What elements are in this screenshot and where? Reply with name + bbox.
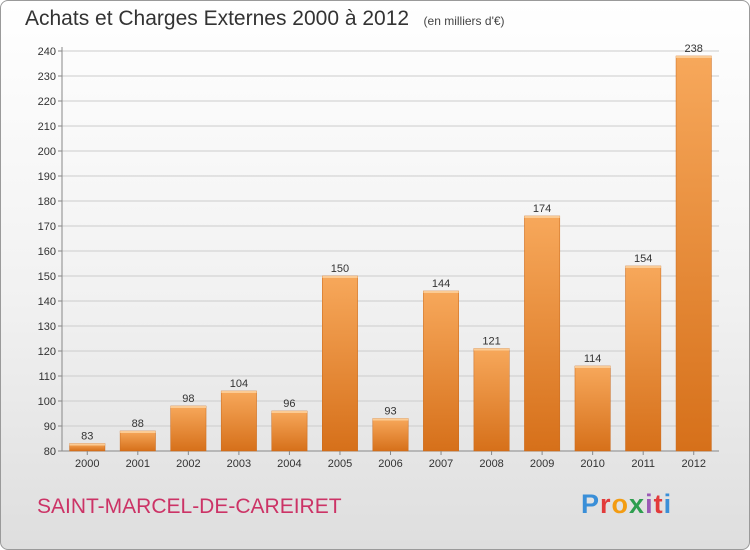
x-tick-label: 2003 [227,458,251,470]
bar [372,418,409,452]
bar-highlight [574,366,611,368]
bar-highlight [676,56,712,58]
bar [220,390,257,452]
x-tick-label: 2007 [429,458,453,470]
bar [473,348,510,452]
y-tick-label: 120 [38,346,56,358]
y-tick-label: 180 [38,196,56,208]
brand-letter: i [663,489,673,519]
x-tick-label: 2011 [631,458,655,470]
bar-value-label: 98 [182,393,194,405]
bar [625,265,662,452]
y-tick-label: 90 [44,421,56,433]
x-tick-label: 2004 [277,458,301,470]
bar-value-label: 174 [533,203,551,215]
x-tick-label: 2010 [580,458,604,470]
bar-value-label: 238 [685,43,703,55]
bar-highlight [524,216,560,218]
bar-highlight [170,406,207,408]
bar [119,430,156,452]
brand-letter: t [653,489,664,519]
bar-value-label: 114 [584,353,602,365]
bar [322,275,358,452]
bar-highlight [625,266,661,268]
x-tick-label: 2005 [328,458,352,470]
y-tick-label: 130 [38,321,56,333]
y-tick-label: 170 [38,221,56,233]
brand-letter: i [645,489,654,519]
x-tick-label: 2009 [530,458,554,470]
bar [675,55,712,452]
bar [271,410,308,452]
brand-logo: Proxiti [581,489,672,520]
city-name: SAINT-MARCEL-DE-CAREIRET [37,495,342,518]
bar-value-label: 83 [81,431,93,443]
brand-letter: o [611,489,630,519]
x-tick-label: 2008 [479,458,503,470]
chart-subtitle: (en milliers d'€) [423,14,505,28]
bar-highlight [372,418,409,421]
bar-highlight [271,411,308,413]
bar [170,405,207,452]
y-tick-label: 220 [38,96,56,108]
bar-highlight [322,276,358,278]
x-tick-label: 2006 [378,458,402,470]
bar-value-label: 88 [132,418,144,430]
y-tick-label: 230 [38,71,56,83]
bar [423,290,459,452]
bar [524,215,561,452]
bar-highlight [473,348,510,351]
y-tick-label: 150 [38,271,56,283]
bar-value-label: 144 [432,278,450,290]
brand-letter: P [581,489,601,519]
bar [574,365,611,452]
bar-value-label: 93 [384,406,396,418]
bar-highlight [423,291,459,293]
x-tick-label: 2001 [126,458,150,470]
y-tick-label: 100 [38,396,56,408]
y-tick-label: 160 [38,246,56,258]
y-tick-label: 110 [38,371,56,383]
y-tick-label: 80 [44,446,56,458]
bar-value-label: 121 [482,336,500,348]
x-tick-label: 2000 [75,458,99,470]
x-tick-label: 2012 [681,458,705,470]
bar-value-label: 150 [331,263,349,275]
bar-value-label: 96 [283,398,295,410]
chart-title: Achats et Charges Externes 2000 à 2012 [25,7,410,30]
bar-highlight [120,431,156,433]
y-tick-label: 210 [38,121,56,133]
y-tick-label: 190 [38,171,56,183]
y-tick-label: 240 [38,46,56,58]
title-block: Achats et Charges Externes 2000 à 2012 (… [25,7,505,31]
bar-highlight [221,391,257,393]
bar-highlight [69,443,105,446]
x-tick-label: 2002 [176,458,200,470]
brand-letter: x [629,489,646,519]
y-tick-label: 200 [38,146,56,158]
brand-letter: r [600,489,612,519]
y-tick-label: 140 [38,296,56,308]
bar-value-label: 104 [230,378,248,390]
bar-value-label: 154 [634,253,652,265]
